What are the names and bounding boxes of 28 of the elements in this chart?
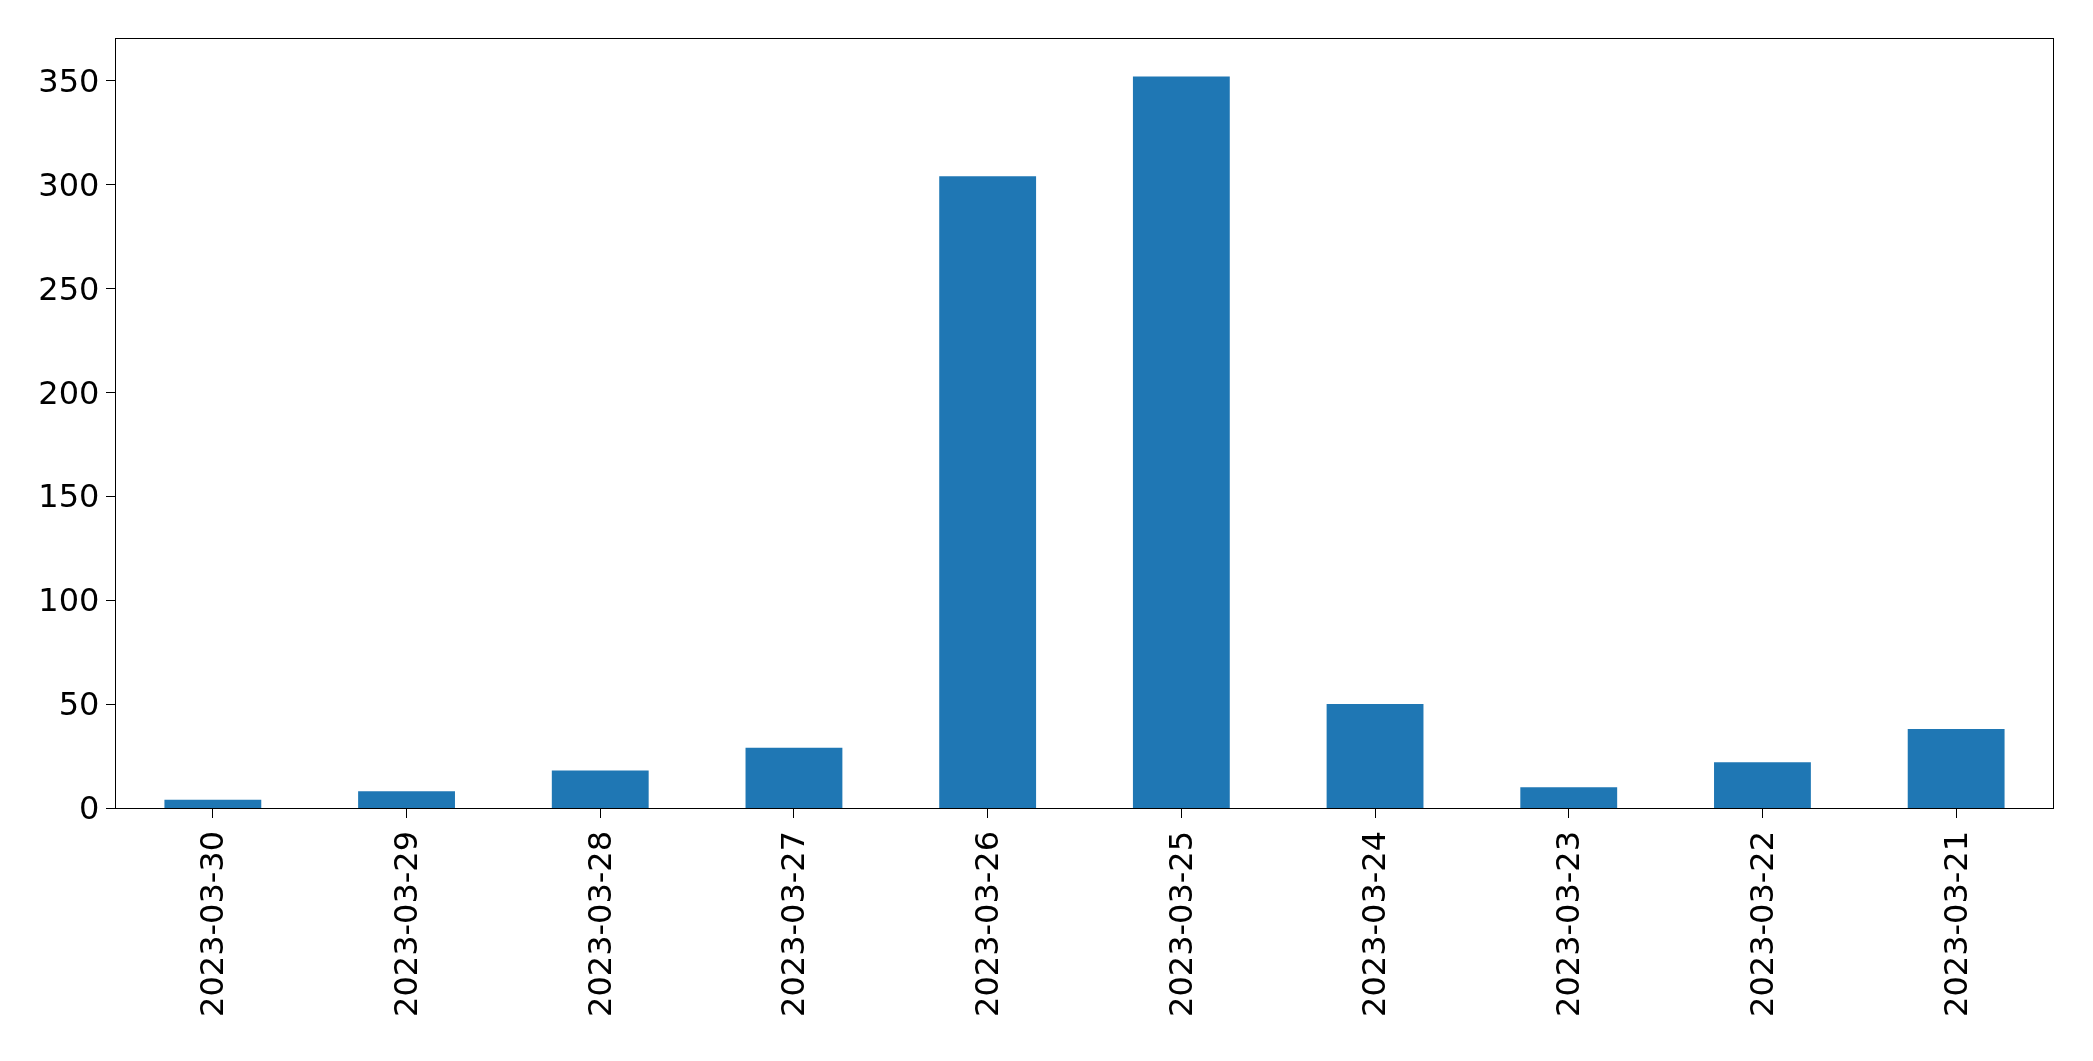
y-tick-label: 200 [38,373,100,412]
y-tick-label: 100 [38,581,100,620]
bar [164,799,262,808]
bar [745,747,843,808]
bar [1907,729,2005,808]
x-tick-label: 2023-03-28 [580,830,619,1017]
x-tick-label: 2023-03-25 [1161,830,1200,1017]
bar [1714,762,1811,808]
x-tick-label: 2023-03-30 [193,830,232,1017]
bar [939,176,1037,808]
x-tick-label: 2023-03-26 [968,830,1007,1017]
x-tick-label: 2023-03-24 [1355,830,1394,1017]
x-tick-label: 2023-03-23 [1549,830,1588,1017]
bar [358,791,455,808]
bar [1326,704,1424,808]
x-tick-label: 2023-03-22 [1742,830,1781,1017]
bar [1520,787,1618,808]
y-tick-label: 250 [38,269,100,308]
y-tick-label: 350 [38,61,100,100]
x-tick-label: 2023-03-27 [774,830,813,1017]
y-tick-label: 150 [38,477,100,516]
x-tick-label: 2023-03-21 [1936,830,1975,1017]
x-tick-label: 2023-03-29 [386,830,425,1017]
y-tick-label: 50 [58,685,100,724]
bar [1132,76,1230,808]
y-tick-label: 0 [79,789,100,828]
bar [551,770,649,808]
y-tick-label: 300 [38,165,100,204]
